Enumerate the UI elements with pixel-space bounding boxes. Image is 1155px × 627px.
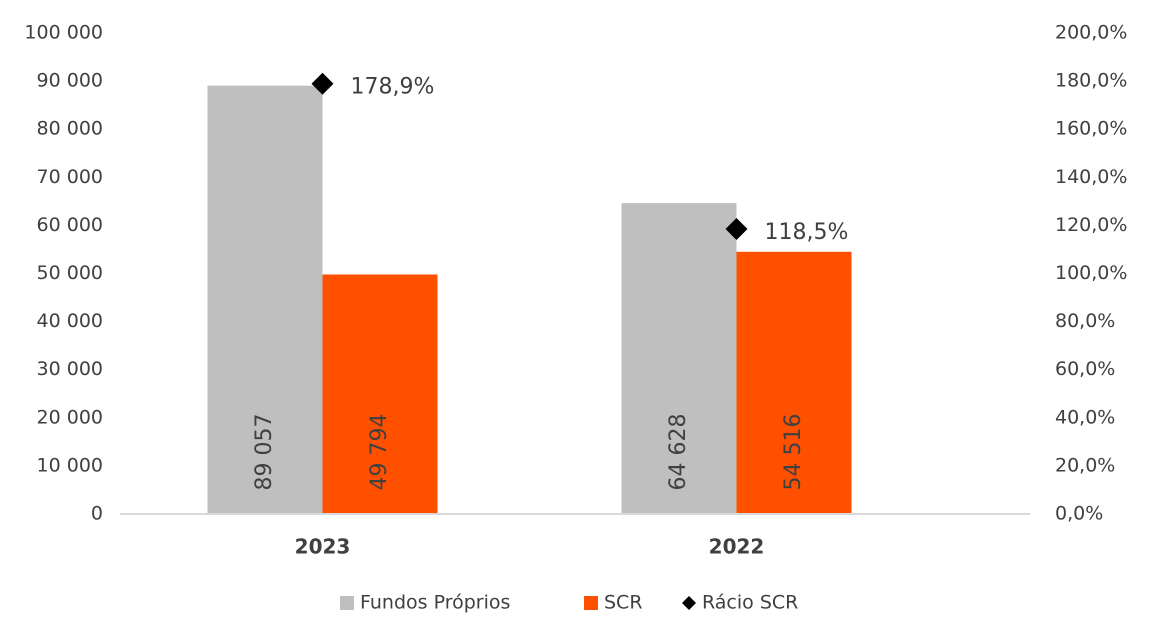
bar [322, 274, 438, 514]
y2-tick-label: 160,0% [1055, 118, 1127, 140]
marker [311, 72, 334, 95]
y2-tick-label: 80,0% [1055, 310, 1115, 332]
y-tick-label: 80 000 [37, 118, 103, 140]
y-tick-label: 20 000 [37, 406, 103, 428]
y-tick-label: 30 000 [37, 358, 103, 380]
legend-label: SCR [604, 592, 643, 614]
legend-label: Fundos Próprios [360, 592, 510, 614]
legend-swatch [584, 596, 598, 610]
y2-tick-label: 40,0% [1055, 406, 1115, 428]
y2-tick-label: 0,0% [1055, 503, 1103, 525]
y-tick-label: 10 000 [37, 454, 103, 476]
y-tick-label: 50 000 [37, 262, 103, 284]
y2-tick-label: 20,0% [1055, 454, 1115, 476]
bar [621, 203, 737, 514]
y2-tick-label: 120,0% [1055, 214, 1127, 236]
y2-tick-label: 100,0% [1055, 262, 1127, 284]
y2-tick-label: 60,0% [1055, 358, 1115, 380]
y-tick-label: 0 [91, 503, 103, 525]
y-tick-label: 60 000 [37, 214, 103, 236]
legend-label: Rácio SCR [702, 592, 798, 614]
bar [207, 85, 323, 514]
bar-value-label: 89 057 [252, 414, 277, 491]
bar-value-label: 64 628 [666, 414, 691, 491]
y-tick-label: 100 000 [24, 22, 103, 44]
marker-value-label: 118,5% [765, 220, 849, 245]
y-tick-label: 70 000 [37, 166, 103, 188]
y2-tick-label: 180,0% [1055, 70, 1127, 92]
marker [725, 218, 748, 241]
bar [736, 251, 852, 514]
bar-value-label: 49 794 [367, 414, 392, 491]
x-tick-label: 2023 [295, 535, 351, 559]
y-tick-label: 40 000 [37, 310, 103, 332]
legend-marker [682, 596, 696, 610]
y2-tick-label: 140,0% [1055, 166, 1127, 188]
marker-value-label: 178,9% [351, 75, 435, 100]
y-tick-label: 90 000 [37, 70, 103, 92]
y2-tick-label: 200,0% [1055, 22, 1127, 44]
x-tick-label: 2022 [709, 535, 765, 559]
legend-swatch [340, 596, 354, 610]
bar-value-label: 54 516 [781, 414, 806, 491]
